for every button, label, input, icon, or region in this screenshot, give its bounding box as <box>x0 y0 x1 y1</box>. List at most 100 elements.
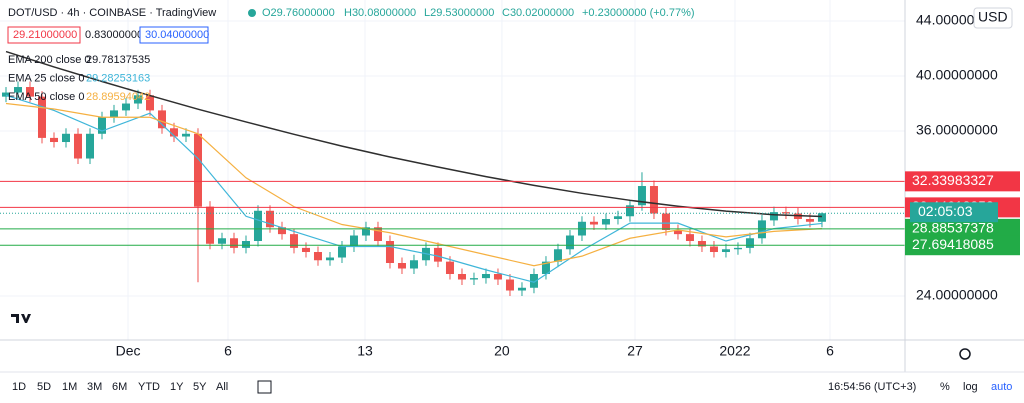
candle-body <box>565 235 574 250</box>
candle-body <box>193 133 202 207</box>
buy-price: 30.04000000 <box>145 29 209 41</box>
candle-body <box>181 133 190 137</box>
ema-line <box>5 94 823 283</box>
range-button[interactable]: 1Y <box>170 381 184 393</box>
candle-body <box>157 110 166 129</box>
candle-body <box>745 238 754 248</box>
range-button[interactable]: 3M <box>87 381 102 393</box>
percent-toggle[interactable]: % <box>940 381 950 393</box>
currency-button[interactable] <box>973 7 1013 29</box>
y-tick-label: 24.00000000 <box>916 287 998 303</box>
toolbar: 1D 5D 1M 3M 6M YTD 1Y 5Y All <box>12 381 228 393</box>
candle-body <box>505 279 514 291</box>
x-tick-label: Dec <box>116 343 141 359</box>
x-tick-label: 6 <box>826 343 834 359</box>
spread: 0.83000000 <box>85 29 143 41</box>
candle-body <box>361 227 370 236</box>
range-button[interactable]: 5Y <box>193 381 207 393</box>
price-label-box <box>905 235 1020 256</box>
candle-body <box>817 213 826 222</box>
log-toggle[interactable]: log <box>963 381 978 393</box>
candle-body <box>457 274 466 280</box>
ohlc-change: +0.23000000 (+0.77%) <box>582 7 695 19</box>
range-button[interactable]: 1D <box>12 381 26 393</box>
candle-body <box>121 103 130 111</box>
price-label-box <box>905 171 1020 192</box>
clock: 16:54:56 (UTC+3) <box>828 381 916 393</box>
range-button[interactable]: 5D <box>37 381 51 393</box>
x-tick-label: 2022 <box>719 343 750 359</box>
candle-body <box>409 260 418 269</box>
candle-body <box>805 219 814 222</box>
candle-body <box>169 128 178 137</box>
auto-toggle[interactable]: auto <box>991 381 1012 393</box>
ohlc-high: H30.08000000 <box>344 7 416 19</box>
candle-body <box>85 133 94 159</box>
range-button[interactable]: All <box>216 381 228 393</box>
candle-body <box>253 210 262 242</box>
candle-body <box>733 247 742 250</box>
candle-body <box>685 234 694 242</box>
candle-body <box>781 212 790 214</box>
candle-body <box>241 241 250 248</box>
candle-body <box>109 110 118 118</box>
candle-body <box>553 249 562 262</box>
candle-body <box>709 246 718 253</box>
plot-layer <box>0 50 905 297</box>
candle-body <box>205 206 214 244</box>
buy-box[interactable] <box>139 26 209 44</box>
candle-body <box>769 212 778 221</box>
currency: USD <box>978 9 1008 25</box>
candle-body <box>589 221 598 225</box>
candle-body <box>49 137 58 143</box>
candle-body <box>649 186 658 214</box>
legend-value: 29.28253163 <box>86 72 150 84</box>
countdown-box <box>910 202 998 223</box>
candle-body <box>229 238 238 248</box>
candle-body <box>637 186 646 206</box>
range-button[interactable]: 6M <box>112 381 127 393</box>
legend-name: EMA 200 close 0 <box>8 54 91 66</box>
legend-value: 28.89594042 <box>86 91 150 103</box>
candle-body <box>1 92 10 97</box>
candle-body <box>301 247 310 253</box>
price-label: 27.69418085 <box>912 236 994 252</box>
candle-body <box>433 247 442 262</box>
settings-icon[interactable] <box>959 348 971 360</box>
candle-body <box>541 261 550 275</box>
candle-body <box>397 263 406 269</box>
calendar-icon[interactable] <box>257 380 272 394</box>
sell-box[interactable] <box>7 26 81 44</box>
candle-body <box>373 227 382 242</box>
ohlc-open: O29.76000000 <box>262 7 335 19</box>
x-tick-label: 20 <box>494 343 510 359</box>
candle-body <box>445 261 454 275</box>
price-label-box <box>905 218 1020 239</box>
candle-body <box>601 219 610 225</box>
candle-body <box>697 241 706 247</box>
sell-price: 29.21000000 <box>13 29 77 41</box>
candle-body <box>721 249 730 253</box>
legend-name: EMA 25 close 0 <box>8 72 84 84</box>
candle-body <box>529 274 538 288</box>
range-button[interactable]: 1M <box>62 381 77 393</box>
candle-body <box>337 246 346 258</box>
range-button[interactable]: YTD <box>138 381 160 393</box>
logo-mark <box>11 314 31 323</box>
price-label: 32.33983327 <box>912 172 994 188</box>
candle-body <box>145 95 154 111</box>
candle-body <box>61 133 70 143</box>
ohlc-close: C30.02000000 <box>502 7 574 19</box>
status-dot <box>248 9 256 17</box>
candle-body <box>385 241 394 264</box>
candle-body <box>265 210 274 228</box>
legend-value: 29.78137535 <box>86 54 150 66</box>
candle-body <box>313 252 322 261</box>
candle-body <box>217 238 226 244</box>
x-tick-label: 27 <box>627 343 643 359</box>
candle-body <box>277 227 286 235</box>
candle-body <box>517 287 526 291</box>
y-tick-label: 40.00000000 <box>916 67 998 83</box>
candle-body <box>13 87 22 93</box>
price-label: 28.88537378 <box>912 220 994 236</box>
